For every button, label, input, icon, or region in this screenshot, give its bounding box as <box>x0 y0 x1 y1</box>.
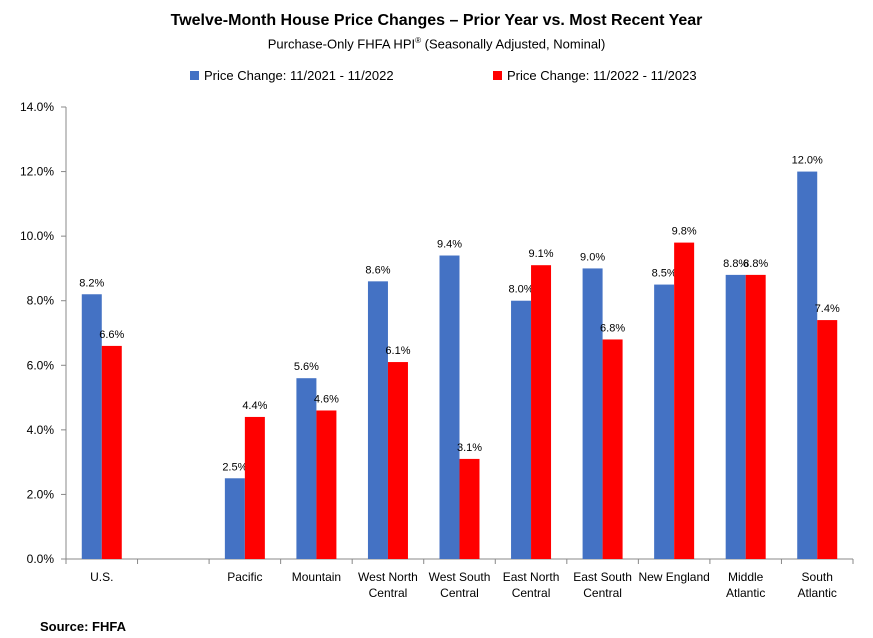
chart-subtitle: Purchase-Only FHFA HPI® (Seasonally Adju… <box>0 36 873 51</box>
data-label: 8.0% <box>509 284 534 296</box>
bar <box>725 274 746 559</box>
source-note: Source: FHFA <box>40 619 126 634</box>
bar <box>224 478 245 559</box>
x-tick-label: Central <box>369 586 408 600</box>
bar <box>387 362 408 559</box>
bar <box>674 242 695 559</box>
legend-item-series-1: Price Change: 11/2021 - 11/2022 <box>190 68 394 83</box>
x-tick-label: East South <box>573 570 632 584</box>
x-tick-label: East North <box>503 570 560 584</box>
legend-item-series-2: Price Change: 11/2022 - 11/2023 <box>493 68 697 83</box>
x-tick-label: New England <box>638 570 709 584</box>
bar <box>316 410 337 559</box>
x-tick-label: U.S. <box>90 570 113 584</box>
data-label: 8.5% <box>652 268 677 280</box>
data-label: 9.1% <box>529 248 554 260</box>
legend-swatch-series-1 <box>190 71 199 80</box>
y-tick-label: 0.0% <box>27 552 55 566</box>
bar <box>244 416 265 559</box>
data-label: 2.5% <box>222 461 247 473</box>
data-label: 8.2% <box>79 277 104 289</box>
data-label: 9.8% <box>672 226 697 238</box>
legend-label-series-1: Price Change: 11/2021 - 11/2022 <box>204 68 394 83</box>
bar <box>459 458 480 559</box>
legend-swatch-series-2 <box>493 71 502 80</box>
x-tick-label: Atlantic <box>726 586 765 600</box>
data-label: 3.1% <box>457 442 482 454</box>
data-label: 6.6% <box>99 329 124 341</box>
x-tick-label: West North <box>358 570 418 584</box>
x-tick-label: Mountain <box>292 570 341 584</box>
data-label: 8.8% <box>743 258 768 270</box>
chart-title: Twelve-Month House Price Changes – Prior… <box>170 12 703 29</box>
bar <box>367 281 388 559</box>
data-label: 6.1% <box>385 345 410 357</box>
x-tick-label: Central <box>583 586 622 600</box>
x-tick-label: Central <box>512 586 551 600</box>
x-tick-label: South <box>802 570 833 584</box>
bar <box>296 378 317 559</box>
x-tick-label: Middle <box>728 570 764 584</box>
bar <box>101 345 122 559</box>
legend-label-series-2: Price Change: 11/2022 - 11/2023 <box>507 68 697 83</box>
data-label: 5.6% <box>294 361 319 373</box>
x-tick-label: Atlantic <box>798 586 837 600</box>
data-label: 4.6% <box>314 393 339 405</box>
bar <box>582 268 603 559</box>
bar <box>745 274 766 559</box>
x-tick-label: Pacific <box>227 570 262 584</box>
subtitle-main: Purchase-Only FHFA HPI <box>267 36 416 52</box>
bar <box>81 294 102 559</box>
y-tick-label: 4.0% <box>27 423 55 437</box>
data-label: 12.0% <box>792 155 823 167</box>
bar <box>602 339 623 559</box>
bar <box>797 171 818 560</box>
data-label: 9.4% <box>437 239 462 251</box>
data-label: 7.4% <box>815 303 840 315</box>
subtitle-tail: (Seasonally Adjusted, Nominal) <box>421 36 606 52</box>
y-tick-label: 10.0% <box>20 229 54 243</box>
y-tick-label: 14.0% <box>20 100 54 114</box>
data-label: 6.8% <box>600 322 625 334</box>
data-label: 4.4% <box>242 400 267 412</box>
bar <box>654 284 675 559</box>
y-tick-label: 2.0% <box>27 487 55 501</box>
bar <box>439 255 460 559</box>
x-tick-label: Central <box>440 586 479 600</box>
bar <box>511 300 532 559</box>
x-tick-label: West South <box>429 570 491 584</box>
data-label: 8.6% <box>365 264 390 276</box>
bar <box>531 265 552 559</box>
data-label: 8.8% <box>723 258 748 270</box>
y-tick-label: 12.0% <box>20 165 54 179</box>
bar <box>817 320 838 559</box>
y-tick-label: 6.0% <box>27 358 55 372</box>
data-label: 9.0% <box>580 251 605 263</box>
subtitle-registered-mark: ® <box>415 36 422 45</box>
y-tick-label: 8.0% <box>27 294 55 308</box>
